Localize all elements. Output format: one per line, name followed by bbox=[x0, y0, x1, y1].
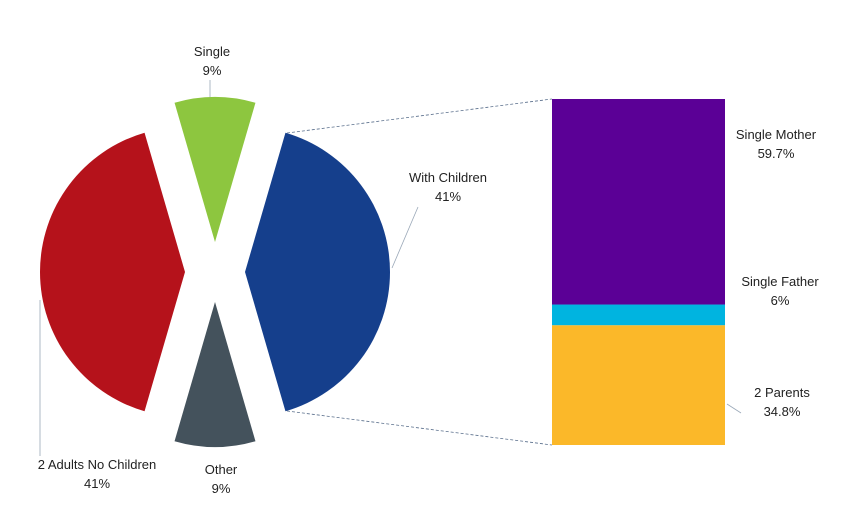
label-text: Single bbox=[193, 44, 231, 59]
pie-slice bbox=[40, 132, 185, 412]
label-text: 2 Adults No Children bbox=[37, 457, 157, 472]
slice-label: With Children 41% bbox=[388, 168, 508, 206]
label-text: 2 Parents bbox=[754, 385, 810, 400]
label-text: 34.8% bbox=[763, 404, 801, 419]
bar-segment bbox=[552, 325, 725, 445]
label-text: 6% bbox=[770, 293, 790, 308]
label-text: With Children bbox=[408, 170, 488, 185]
label-text: Single Mother bbox=[735, 127, 817, 142]
label-text: 9% bbox=[202, 63, 222, 78]
slice-label: Other 9% bbox=[181, 460, 261, 498]
leader-line bbox=[391, 206, 419, 269]
label-text: 59.7% bbox=[757, 146, 795, 161]
label-text: 9% bbox=[211, 481, 231, 496]
pie-slice bbox=[174, 97, 256, 242]
pie-slice bbox=[245, 132, 390, 412]
segment-label: Single Father 6% bbox=[725, 272, 835, 310]
label-text: 41% bbox=[434, 189, 462, 204]
segment-label: Single Mother 59.7% bbox=[721, 125, 831, 163]
slice-label: Single 9% bbox=[172, 42, 252, 80]
bar-segment bbox=[552, 99, 725, 305]
leader-line bbox=[726, 403, 742, 414]
connector-line bbox=[286, 98, 553, 134]
segment-label: 2 Parents 34.8% bbox=[752, 383, 812, 421]
bar-segment bbox=[552, 304, 725, 326]
slice-label: 2 Adults No Children 41% bbox=[17, 455, 177, 493]
label-text: Other bbox=[204, 462, 238, 477]
pie-slice bbox=[174, 302, 256, 447]
connector-line bbox=[286, 410, 553, 446]
label-text: Single Father bbox=[741, 274, 819, 289]
label-text: 41% bbox=[83, 476, 111, 491]
